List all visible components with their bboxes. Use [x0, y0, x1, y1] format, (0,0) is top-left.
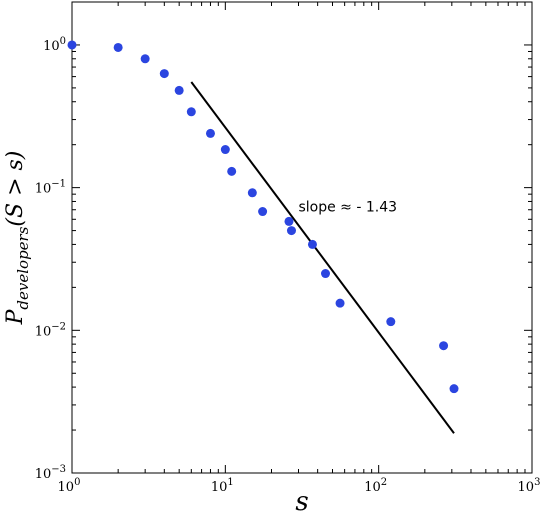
data-point [307, 239, 317, 249]
data-point [140, 54, 150, 64]
x-tick-label: 100 [58, 477, 81, 495]
x-tick-label: 101 [211, 477, 234, 495]
data-point [220, 145, 230, 155]
y-tick-label: 100 [43, 36, 66, 54]
data-point [247, 188, 257, 198]
data-point [113, 42, 123, 52]
x-axis-label: s [295, 487, 308, 514]
plot-frame [71, 1, 533, 474]
data-point [186, 107, 196, 117]
y-tick-label: 10−1 [35, 179, 66, 197]
data-point [159, 69, 169, 79]
data-point [227, 166, 237, 176]
data-point [320, 269, 330, 279]
ticks [71, 1, 533, 474]
data-point [386, 317, 396, 327]
data-point [335, 298, 345, 308]
y-axis-label: Pdevelopers(S > s) [3, 151, 32, 326]
data-point [67, 40, 77, 50]
data-point [284, 216, 294, 226]
slope-annotation: slope ≈ - 1.43 [298, 200, 397, 216]
x-tick-label: 103 [518, 477, 541, 495]
data-point [449, 384, 459, 394]
data-point [258, 207, 268, 217]
x-tick-label: 102 [364, 477, 387, 495]
fit-line [190, 81, 455, 434]
y-tick-label: 10−2 [35, 321, 66, 339]
points-layer [67, 40, 459, 394]
data-point [205, 128, 215, 138]
data-point [439, 341, 449, 351]
fit-line-layer [190, 81, 455, 434]
data-point [286, 226, 296, 236]
data-point [174, 85, 184, 95]
